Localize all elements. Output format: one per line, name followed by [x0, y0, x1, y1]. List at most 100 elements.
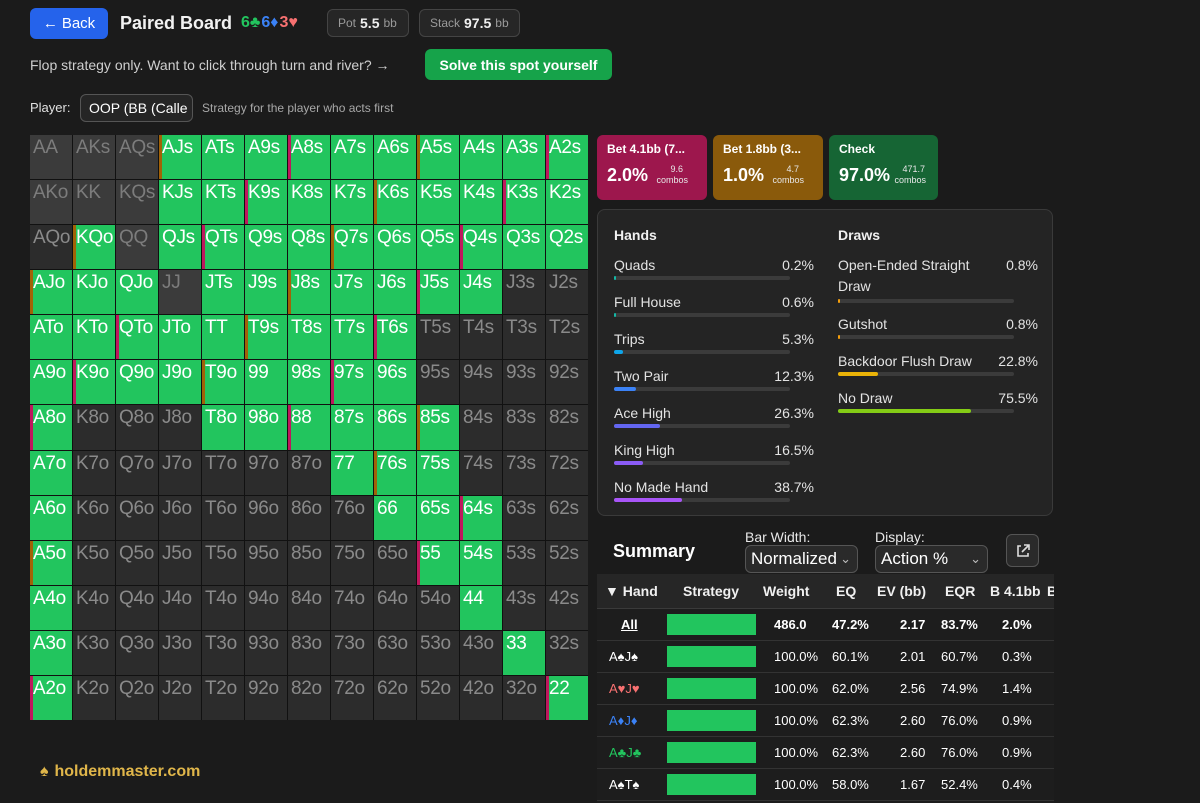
hand-cell[interactable]: 63s — [503, 495, 545, 540]
hand-cell[interactable]: KJs — [159, 180, 201, 225]
hand-cell[interactable]: Q2s — [546, 225, 588, 270]
hand-cell[interactable]: T9o — [202, 360, 244, 405]
hand-cell[interactable]: K9s — [245, 180, 287, 225]
hand-cell[interactable]: Q3o — [116, 630, 158, 675]
hand-cell[interactable]: 65s — [417, 495, 459, 540]
hand-cell[interactable]: J7o — [159, 450, 201, 495]
hand-cell[interactable]: A6o — [30, 495, 72, 540]
hand-cell[interactable]: J5o — [159, 540, 201, 585]
hand-cell[interactable]: J4s — [460, 270, 502, 315]
hand-cell[interactable]: 97s — [331, 360, 373, 405]
hand-cell[interactable]: J3s — [503, 270, 545, 315]
hand-cell[interactable]: Q7o — [116, 450, 158, 495]
hand-cell[interactable]: T9s — [245, 315, 287, 360]
col-strategy[interactable]: Strategy — [683, 583, 740, 599]
open-external-button[interactable] — [1006, 534, 1039, 567]
hand-cell[interactable]: 94o — [245, 585, 287, 630]
hand-cell[interactable]: Q4o — [116, 585, 158, 630]
hand-cell[interactable]: 87o — [288, 450, 330, 495]
hand-cell[interactable]: A5s — [417, 135, 459, 180]
hand-cell[interactable]: A8o — [30, 405, 72, 450]
hand-cell[interactable]: 73s — [503, 450, 545, 495]
hand-cell[interactable]: 82s — [546, 405, 588, 450]
hand-cell[interactable]: 83s — [503, 405, 545, 450]
action-card-bet-large[interactable]: Bet 4.1bb (7... 2.0% 9.6 combos — [597, 135, 707, 200]
col-weight[interactable]: Weight — [763, 583, 810, 599]
hand-cell[interactable]: J6s — [374, 270, 416, 315]
hand-cell[interactable]: KJo — [73, 270, 115, 315]
hand-cell[interactable]: A4o — [30, 585, 72, 630]
hand-cell[interactable]: Q8o — [116, 405, 158, 450]
hand-cell[interactable]: 63o — [374, 630, 416, 675]
hand-cell[interactable]: 97o — [245, 450, 287, 495]
hand-cell[interactable]: J3o — [159, 630, 201, 675]
table-row[interactable]: A♠J♠ 100.0% 60.1% 2.01 60.7% 0.3% — [597, 641, 1054, 673]
hand-cell[interactable]: 32s — [546, 630, 588, 675]
solve-spot-button[interactable]: Solve this spot yourself — [425, 49, 612, 80]
hand-cell[interactable]: 82o — [288, 675, 330, 720]
display-select[interactable]: Action % ⌄ — [875, 545, 988, 573]
hand-cell[interactable]: 93o — [245, 630, 287, 675]
hand-cell[interactable]: JTs — [202, 270, 244, 315]
hand-cell[interactable]: T2o — [202, 675, 244, 720]
hand-cell[interactable]: 94s — [460, 360, 502, 405]
hand-cell[interactable]: T3o — [202, 630, 244, 675]
hand-cell[interactable]: K9o — [73, 360, 115, 405]
hand-cell[interactable]: T6o — [202, 495, 244, 540]
hand-cell[interactable]: ATo — [30, 315, 72, 360]
hand-cell[interactable]: K4o — [73, 585, 115, 630]
hand-cell[interactable]: 66 — [374, 495, 416, 540]
hand-cell[interactable]: A7s — [331, 135, 373, 180]
hand-cell[interactable]: J8s — [288, 270, 330, 315]
hand-cell[interactable]: 83o — [288, 630, 330, 675]
hand-cell[interactable]: 75s — [417, 450, 459, 495]
hand-cell[interactable]: K5o — [73, 540, 115, 585]
hand-cell[interactable]: 72o — [331, 675, 373, 720]
hand-cell[interactable]: Q9o — [116, 360, 158, 405]
hand-cell[interactable]: 74s — [460, 450, 502, 495]
col-bet-small[interactable]: B — [1047, 583, 1054, 599]
hand-cell[interactable]: K6s — [374, 180, 416, 225]
hand-cell[interactable]: 96s — [374, 360, 416, 405]
hand-cell[interactable]: KQo — [73, 225, 115, 270]
hand-cell[interactable]: J8o — [159, 405, 201, 450]
hand-cell[interactable]: A2s — [546, 135, 588, 180]
hand-cell[interactable]: T8o — [202, 405, 244, 450]
hand-cell[interactable]: AA — [30, 135, 72, 180]
table-row[interactable]: All 486.0 47.2% 2.17 83.7% 2.0% — [597, 609, 1054, 641]
hand-cell[interactable]: 76o — [331, 495, 373, 540]
hand-cell[interactable]: AQo — [30, 225, 72, 270]
hand-cell[interactable]: K2s — [546, 180, 588, 225]
hand-cell[interactable]: 85o — [288, 540, 330, 585]
hand-cell[interactable]: 64s — [460, 495, 502, 540]
hand-cell[interactable]: Q9s — [245, 225, 287, 270]
action-card-bet-small[interactable]: Bet 1.8bb (3... 1.0% 4.7 combos — [713, 135, 823, 200]
hand-cell[interactable]: K7o — [73, 450, 115, 495]
hand-cell[interactable]: 96o — [245, 495, 287, 540]
table-row[interactable]: A♥J♥ 100.0% 62.0% 2.56 74.9% 1.4% — [597, 673, 1054, 705]
hand-cell[interactable]: K3s — [503, 180, 545, 225]
hand-cell[interactable]: A3s — [503, 135, 545, 180]
hand-cell[interactable]: AKs — [73, 135, 115, 180]
hand-cell[interactable]: 76s — [374, 450, 416, 495]
hand-cell[interactable]: KQs — [116, 180, 158, 225]
hand-cell[interactable]: T3s — [503, 315, 545, 360]
hand-cell[interactable]: TT — [202, 315, 244, 360]
player-select[interactable]: OOP (BB (Calle — [80, 94, 193, 122]
hand-cell[interactable]: A7o — [30, 450, 72, 495]
hand-cell[interactable]: J4o — [159, 585, 201, 630]
hand-cell[interactable]: 77 — [331, 450, 373, 495]
hand-cell[interactable]: KTo — [73, 315, 115, 360]
hand-cell[interactable]: 53o — [417, 630, 459, 675]
hand-cell[interactable]: 54s — [460, 540, 502, 585]
hand-cell[interactable]: 95s — [417, 360, 459, 405]
hand-cell[interactable]: 64o — [374, 585, 416, 630]
hand-cell[interactable]: AJs — [159, 135, 201, 180]
hand-cell[interactable]: A8s — [288, 135, 330, 180]
hand-cell[interactable]: Q2o — [116, 675, 158, 720]
hand-cell[interactable]: 62s — [546, 495, 588, 540]
hand-cell[interactable]: QJs — [159, 225, 201, 270]
hand-cell[interactable]: K4s — [460, 180, 502, 225]
hand-cell[interactable]: T8s — [288, 315, 330, 360]
col-bet-large[interactable]: B 4.1bb — [990, 583, 1041, 599]
